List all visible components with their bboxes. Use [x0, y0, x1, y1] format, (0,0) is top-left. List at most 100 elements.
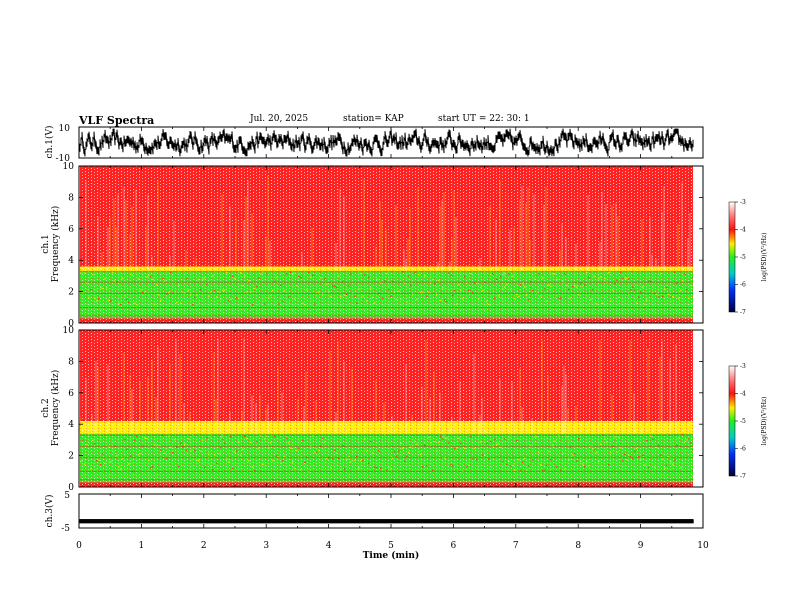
- spec1-speck: [148, 274, 150, 276]
- spec1-speck: [398, 290, 400, 292]
- spec2-speck: [314, 451, 316, 453]
- spec1-speck: [568, 288, 570, 291]
- spec2-speck: [328, 457, 330, 459]
- spec2-speck: [362, 460, 364, 462]
- spec2-speck: [528, 465, 530, 467]
- spec1-speck: [468, 289, 470, 292]
- spec1-speck: [400, 298, 402, 300]
- spec1-speck: [310, 276, 312, 278]
- spec1-speck: [482, 289, 484, 292]
- chart-title: VLF Spectra: [79, 114, 155, 127]
- spec1-speck: [364, 274, 366, 276]
- spec1-speck: [428, 291, 430, 293]
- spec1-speck: [128, 301, 130, 303]
- spec1-speck: [358, 288, 360, 290]
- spec2-speck: [348, 455, 350, 458]
- spec1-speck: [540, 295, 542, 297]
- spec2-speck: [310, 446, 312, 448]
- spec2-speck: [438, 441, 440, 443]
- spec1-speck: [324, 278, 326, 280]
- spec2-ytick-label: 6: [68, 389, 74, 399]
- spec2-cbar-tick-label: -7: [740, 473, 746, 480]
- spec1-speck: [346, 293, 348, 296]
- spec1-speck: [470, 273, 472, 275]
- spec2-speck: [594, 449, 596, 451]
- spec1-speck: [528, 299, 530, 301]
- spec2-speck: [166, 457, 168, 460]
- ch2-spectrogram-speckle: [79, 330, 693, 487]
- spec2-speck: [426, 465, 428, 467]
- spec1-speck: [688, 297, 690, 299]
- spec2-speck: [474, 447, 476, 450]
- spec1-speck: [548, 284, 550, 286]
- spec1-speck: [264, 303, 266, 305]
- spec1-speck: [660, 273, 662, 275]
- ch2-spectrogram-ylabel: ch.2: [41, 398, 51, 417]
- spec2-speck: [450, 464, 452, 466]
- ch2-spectrogram-ylabel-freq: Frequency (kHz): [50, 370, 61, 447]
- spec2-speck: [584, 466, 586, 468]
- ch1-spectrogram-yticks: 0 2 4 6 8 10: [63, 162, 703, 329]
- spec1-speck: [178, 284, 180, 286]
- spec2-speck: [112, 450, 114, 453]
- spec1-speck: [96, 300, 98, 302]
- spec2-speck: [574, 453, 576, 455]
- spec1-speck: [650, 280, 652, 282]
- spec1-speck: [432, 279, 434, 281]
- spec1-speck: [546, 300, 548, 302]
- spec2-speck: [608, 464, 610, 466]
- spec2-speck: [324, 441, 326, 443]
- spec1-speck: [458, 283, 460, 286]
- spec2-speck: [488, 458, 490, 460]
- spec1-speck: [612, 289, 614, 291]
- ch3-ytick-top: 5: [64, 491, 70, 501]
- spec2-speck: [430, 442, 432, 444]
- spec1-speck: [328, 290, 330, 293]
- spec1-speck: [442, 287, 444, 289]
- spec2-speck: [254, 470, 256, 472]
- spec1-speck: [616, 279, 618, 281]
- spec2-speck: [266, 435, 268, 437]
- spec2-speck: [526, 469, 528, 471]
- spec1-speck: [658, 296, 660, 298]
- spec1-speck: [138, 278, 140, 280]
- spec1-speck: [312, 274, 314, 276]
- spec2-speck: [468, 464, 470, 466]
- spec1-speck: [166, 293, 168, 295]
- spec2-speck: [472, 458, 474, 460]
- spec2-speck: [386, 469, 388, 471]
- spec1-speck: [448, 272, 450, 274]
- spec2-speck: [226, 458, 228, 460]
- spec1-speck: [368, 276, 370, 278]
- spec1-speck: [168, 291, 170, 294]
- spec1-speck: [122, 277, 124, 279]
- spec1-speck: [522, 283, 524, 285]
- spec1-speck: [294, 298, 296, 300]
- spec1-speck: [436, 293, 438, 295]
- spec1-speck: [194, 296, 196, 299]
- spec1-speck: [410, 285, 412, 287]
- spec2-speck: [458, 437, 460, 439]
- spec2-speck: [630, 455, 632, 458]
- ch2-colorbar-label: log(PSD)(V²/Hz): [761, 397, 768, 446]
- time-axis-label: Time (min): [363, 550, 420, 561]
- spec2-speck: [264, 438, 266, 440]
- spec2-speck: [420, 453, 422, 456]
- spec1-speck: [656, 293, 658, 295]
- spec2-speck: [448, 442, 450, 444]
- spec2-speck: [656, 447, 658, 449]
- spec2-speck: [344, 468, 346, 470]
- spec1-speck: [342, 281, 344, 283]
- spec1-speck: [602, 302, 604, 304]
- spec1-speck: [402, 271, 404, 273]
- spec2-cbar-tick-label: -5: [740, 418, 746, 425]
- spec1-speck: [620, 271, 622, 273]
- spec1-speck: [632, 286, 634, 288]
- spec2-speck: [576, 460, 578, 462]
- spec2-speck: [660, 454, 662, 456]
- spec2-speck: [120, 468, 122, 470]
- spec1-speck: [152, 278, 154, 280]
- spec1-speck: [634, 289, 636, 291]
- spec1-speck: [520, 284, 522, 286]
